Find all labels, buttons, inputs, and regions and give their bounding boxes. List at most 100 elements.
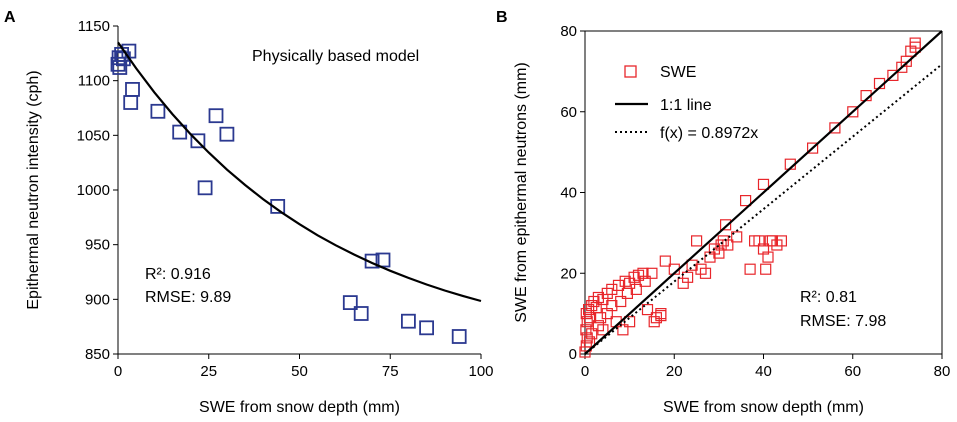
panel-b-x-tick-label: 60: [844, 363, 861, 380]
panel-b-x-tick-label: 80: [934, 363, 951, 380]
panel-a-r2-label: R²: 0.916: [145, 266, 211, 283]
panel-b-data-point: [648, 316, 660, 328]
panel-b-data-point: [597, 293, 609, 306]
panel-a-data-point: [150, 103, 166, 119]
panel-b-data-point: [762, 251, 774, 263]
panel-a-data-point: [123, 95, 139, 110]
panel-a-x-tick-label: 50: [291, 363, 308, 380]
panel-a-data-point: [270, 198, 286, 214]
panel-a-y-tick-label: 1150: [78, 18, 110, 35]
panel-b-y-tick-label: 80: [560, 23, 577, 40]
panel-b-data-point: [583, 312, 596, 324]
legend-swe-label: SWE: [660, 64, 696, 81]
panel-b-data-point: [586, 328, 598, 340]
panel-b-legend: SWE 1:1 line f(x) = 0.8972x: [615, 64, 758, 142]
panel-b-data-point: [615, 295, 627, 308]
panel-b-fit-line: [584, 63, 943, 355]
panel-a-data-point: [172, 124, 188, 140]
legend-swe-marker: [624, 65, 637, 78]
panel-a-data-point: [419, 320, 435, 336]
panel-b-data-point: [806, 142, 819, 154]
panel-b-data-point: [659, 255, 671, 267]
panel-b-data-point: [829, 122, 841, 134]
panel-b-data-point: [681, 271, 694, 283]
panel-b-data-point: [722, 239, 734, 251]
panel-b-data-point: [715, 239, 727, 251]
panel-b-data-point: [847, 106, 859, 118]
panel-b-data-point: [739, 195, 752, 207]
panel-b-y-tick-label: 40: [560, 185, 577, 202]
panel-a-x-axis-title: SWE from snow depth (mm): [199, 399, 400, 416]
panel-b-plot-area: 0 20 40 60 80 0 20 40 60 80: [560, 23, 950, 380]
panel-b-data-point: [617, 324, 629, 336]
panel-a-data-point: [125, 82, 140, 97]
panel-a-data-point: [353, 306, 369, 321]
panel-b-data-point: [606, 300, 618, 312]
panel-a-plot-area: 0 25 50 75 100 850 900 950 1000 1050 1100 1150: [77, 18, 494, 380]
panel-b-data-point: [580, 340, 592, 352]
panel-b-y-axis-title: SWE from epithermal neutrons (mm): [513, 62, 530, 323]
panel-b-data-point: [775, 235, 788, 247]
panel-a-y-tick-label: 1100: [78, 73, 110, 90]
panel-b-one-to-one-line: [584, 30, 943, 355]
panel-a-y-tick-label: 1050: [77, 127, 110, 144]
panel-b-data-point: [641, 304, 654, 316]
panel-b-y-tick-label: 20: [560, 265, 577, 282]
panel-a-data-point: [197, 180, 213, 196]
panel-b-data-point: [594, 312, 607, 324]
panel-a-y-axis-title: Epithermal neutron intensity (cph): [25, 70, 42, 309]
panel-b-data-point: [909, 41, 921, 53]
panel-b-data-point: [580, 324, 592, 336]
panel-b-data-point: [677, 277, 689, 289]
panel-b-y-tick-label: 60: [560, 104, 577, 121]
panel-a-data-point: [219, 126, 235, 142]
panel-b-x-tick-label: 40: [755, 363, 772, 380]
panel-b-data-point: [757, 178, 770, 190]
panel-a-x-tick-label: 0: [114, 363, 122, 380]
panel-b-data-point: [699, 267, 712, 279]
panel-b-data-point: [612, 279, 625, 291]
panel-b-data-point: [713, 247, 725, 259]
panel-a-y-tick-label: 900: [85, 291, 110, 308]
panel-b-data-point: [646, 267, 658, 279]
panel-b-r2-label: R²: 0.81: [800, 289, 857, 306]
panel-b-data-point: [719, 219, 732, 231]
panel-a-x-tick-label: 100: [468, 363, 493, 380]
panel-b-data-point: [639, 275, 651, 287]
panel-b-data-point: [887, 69, 899, 82]
panel-b-data-point: [731, 231, 743, 243]
panel-b-data-point: [619, 275, 631, 287]
panel-b-x-axis-title: SWE from snow depth (mm): [663, 399, 864, 416]
panel-a-model-curve: [117, 41, 482, 303]
panel-a-label: A: [4, 9, 16, 26]
panel-a-x-tick-label: 75: [382, 363, 399, 380]
legend-1to1-label: 1:1 line: [660, 97, 712, 114]
panel-a-y-tick-label: 850: [85, 346, 110, 363]
panel-b-data-point: [655, 310, 667, 322]
panel-b-x-tick-label: 0: [581, 363, 589, 380]
panel-b-label: B: [496, 9, 508, 26]
panel-a: A 0 25 50 75 100 850 900 950 1000 1050 1100 1150 SW…: [4, 9, 494, 416]
legend-fit-label: f(x) = 0.8972x: [660, 125, 758, 142]
panel-a-model-annotation: Physically based model: [252, 48, 419, 65]
panel-b-data-point: [690, 235, 703, 247]
panel-b-data-point: [686, 259, 698, 271]
panel-b-data-point: [581, 316, 593, 328]
panel-b: B 0 20 40 60 80 0 20 40 60 80 SWE from snow depth…: [496, 9, 950, 416]
panel-a-data-point: [190, 133, 206, 149]
panel-a-data-point: [208, 108, 224, 124]
panel-a-data-point: [451, 329, 467, 344]
panel-a-data-point: [342, 295, 358, 311]
panel-a-rmse-label: RMSE: 9.89: [145, 289, 231, 306]
panel-a-y-tick-label: 950: [85, 237, 110, 254]
panel-b-data-point: [760, 263, 772, 275]
panel-a-data-point: [400, 313, 416, 329]
panel-b-rmse-label: RMSE: 7.98: [800, 313, 886, 330]
panel-b-data-point: [597, 324, 609, 336]
panel-b-data-point: [637, 267, 649, 279]
panel-b-data-point: [744, 263, 756, 275]
panel-b-data-point: [606, 283, 618, 295]
panel-b-y-tick-label: 0: [569, 346, 577, 363]
panel-a-x-tick-label: 25: [200, 363, 217, 380]
